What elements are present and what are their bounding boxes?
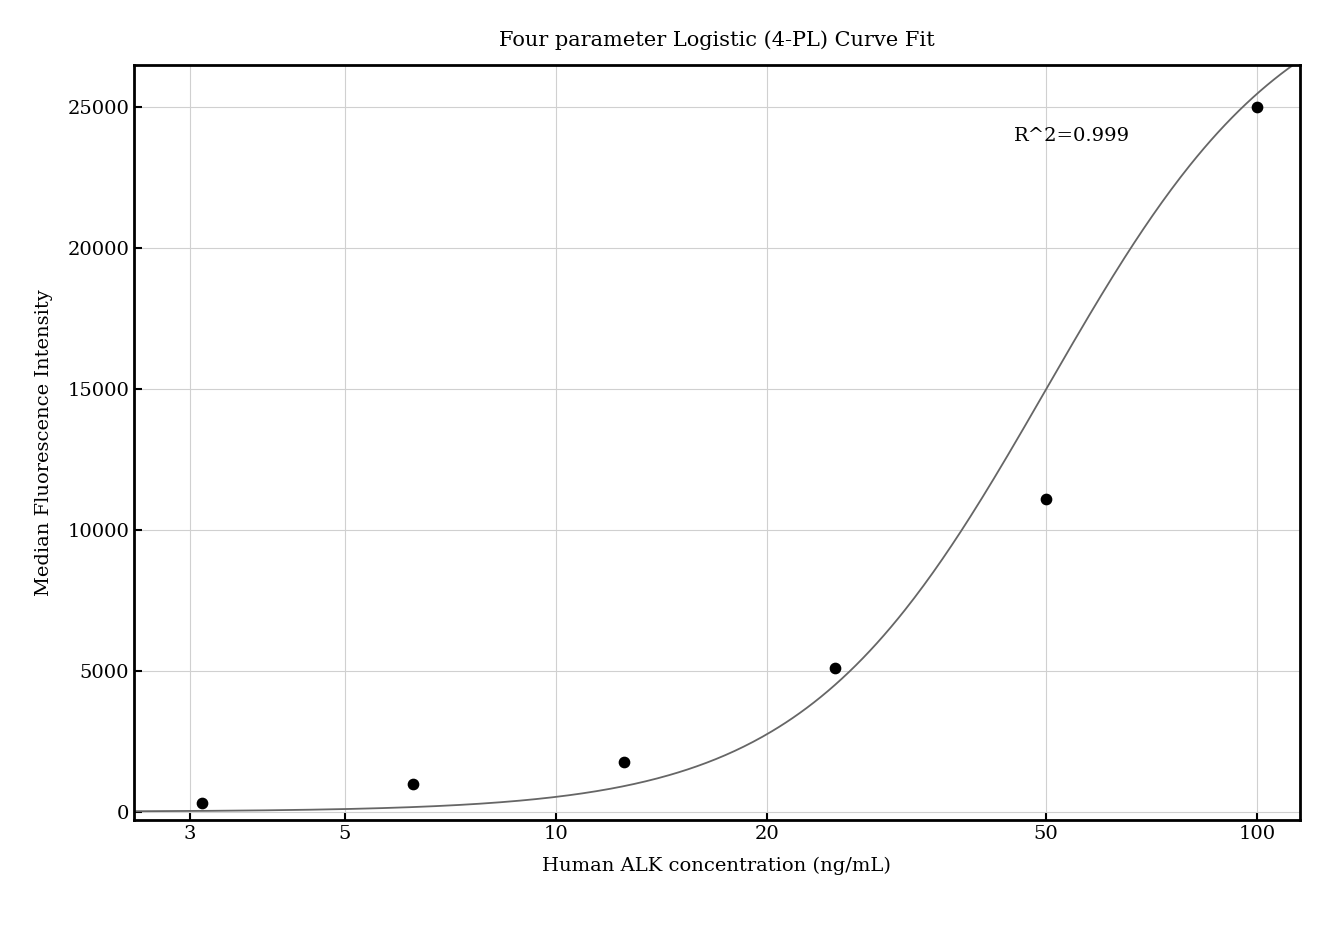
Point	[1246, 100, 1268, 115]
X-axis label: Human ALK concentration (ng/mL): Human ALK concentration (ng/mL)	[543, 857, 891, 875]
Point	[402, 776, 423, 791]
Point	[824, 661, 846, 676]
Title: Four parameter Logistic (4-PL) Curve Fit: Four parameter Logistic (4-PL) Curve Fit	[498, 30, 935, 49]
Y-axis label: Median Fluorescence Intensity: Median Fluorescence Intensity	[35, 289, 54, 596]
Point	[614, 755, 635, 770]
Point	[1036, 491, 1057, 506]
Point	[192, 796, 213, 811]
Text: R^2=0.999: R^2=0.999	[1014, 128, 1130, 145]
